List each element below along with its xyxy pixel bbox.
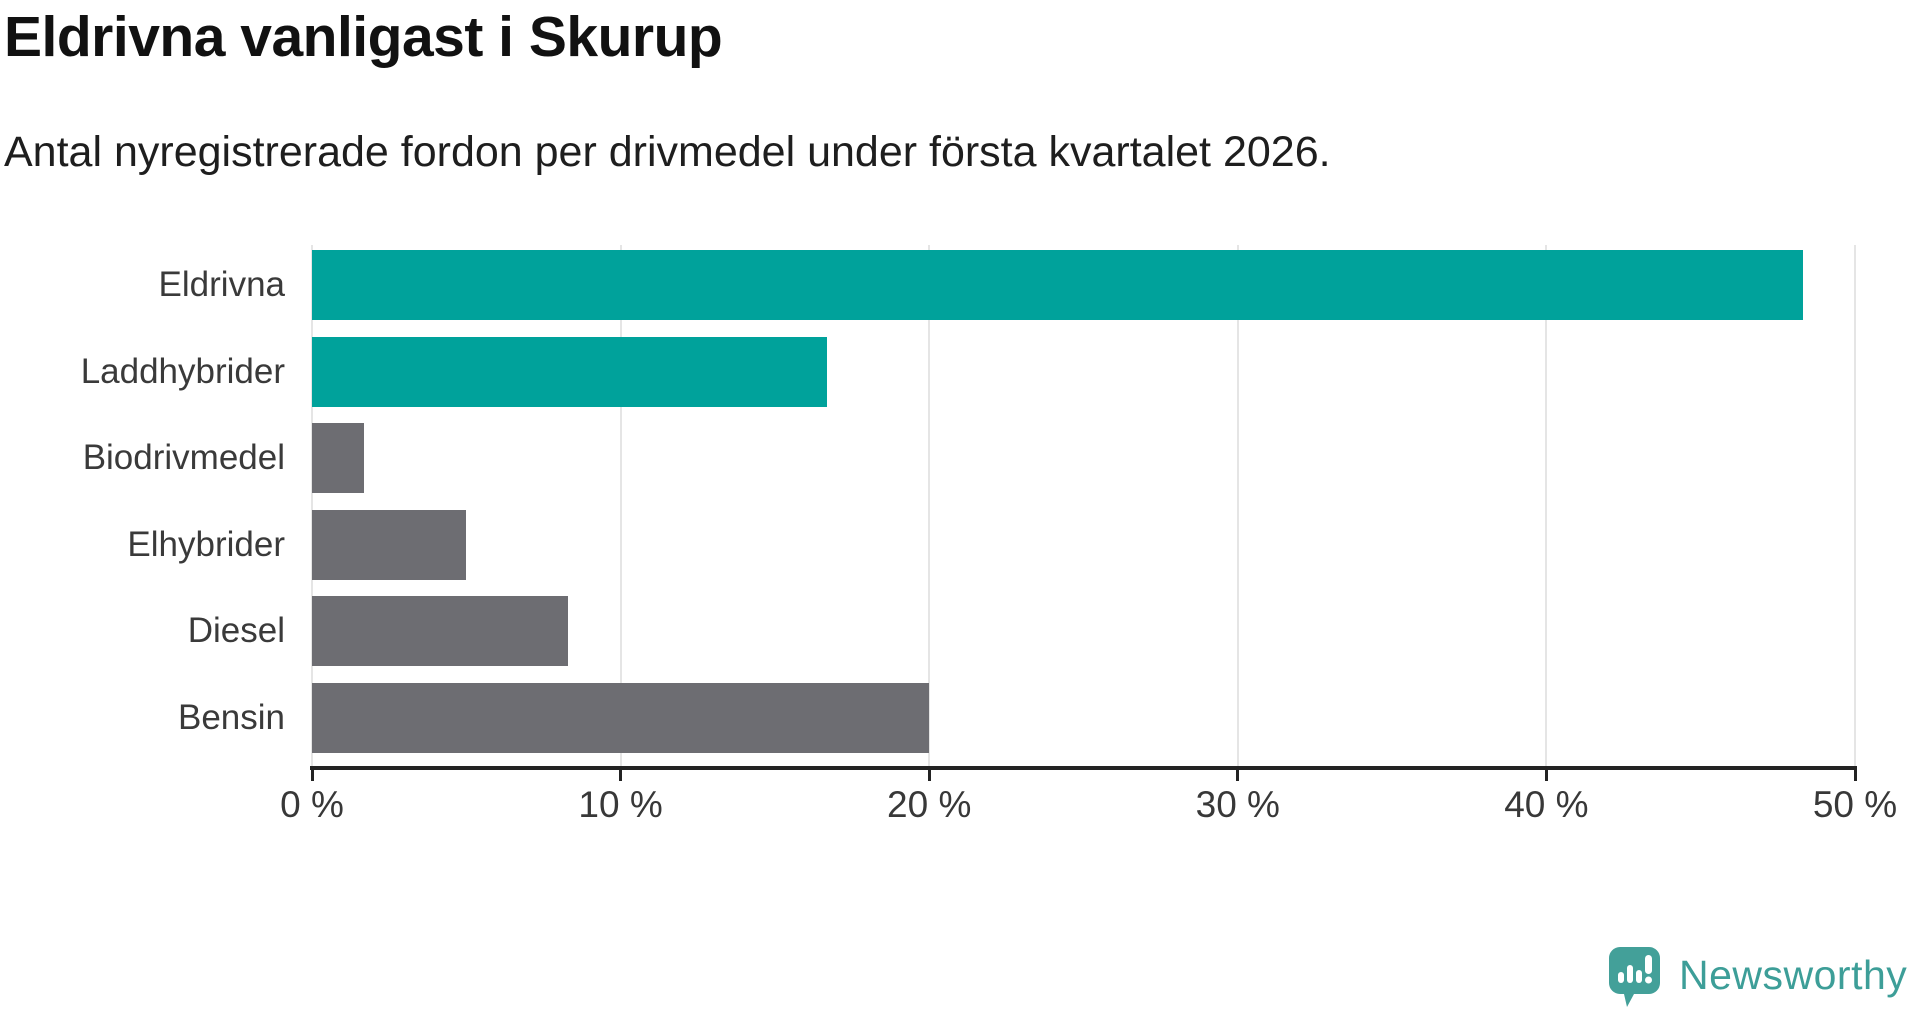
- axis-line: [310, 766, 1857, 770]
- gridline: [928, 245, 931, 766]
- newsworthy-logo-icon: [1609, 947, 1660, 1007]
- axis-tick-label: 20 %: [887, 784, 972, 825]
- axis-tick: [310, 770, 314, 781]
- category-label-diesel: Diesel: [187, 611, 285, 650]
- axis-tick-label: 40 %: [1504, 784, 1589, 825]
- newsworthy-logo-text: Newsworthy: [1679, 952, 1908, 998]
- gridline: [619, 245, 622, 766]
- gridline: [1854, 245, 1856, 766]
- gridline: [1545, 245, 1548, 766]
- axis-tick: [1236, 770, 1240, 781]
- chart-subtitle: Antal nyregistrerade fordon per drivmede…: [4, 128, 1331, 176]
- bar-biodrivmedel: [312, 423, 365, 493]
- axis-tick-label: 50 %: [1812, 784, 1898, 825]
- axis-tick: [619, 770, 623, 781]
- axis-tick-label: 30 %: [1195, 784, 1280, 825]
- x-axis: 0 % 10 % 20 % 30 % 40 % 50 %: [0, 766, 1920, 836]
- axis-tick: [1544, 770, 1548, 781]
- category-label-elhybrider: Elhybrider: [127, 524, 285, 564]
- category-label-biodrivmedel: Biodrivmedel: [82, 438, 285, 477]
- bar-elhybrider: [312, 509, 467, 580]
- axis-tick: [927, 770, 931, 781]
- gridline: [1236, 245, 1239, 766]
- category-label-laddhybrider: Laddhybrider: [80, 351, 285, 391]
- bar-laddhybrider: [312, 336, 828, 407]
- category-label-bensin: Bensin: [177, 697, 285, 737]
- chart-title: Eldrivna vanligast i Skurup: [4, 5, 723, 69]
- axis-tick: [1853, 770, 1857, 781]
- bar-bensin: [312, 682, 930, 753]
- category-label-eldrivna: Eldrivna: [158, 265, 285, 304]
- bar-eldrivna: [312, 250, 1803, 320]
- bar-diesel: [312, 596, 569, 666]
- newsworthy-logo: Newsworthy: [1608, 946, 1907, 1008]
- bar-chart: Eldrivna Laddhybrider Biodrivmedel Elhybrid…: [0, 245, 1920, 766]
- axis-tick-label: 0 %: [280, 784, 344, 825]
- axis-tick-label: 10 %: [578, 784, 663, 825]
- gridline: [311, 245, 313, 766]
